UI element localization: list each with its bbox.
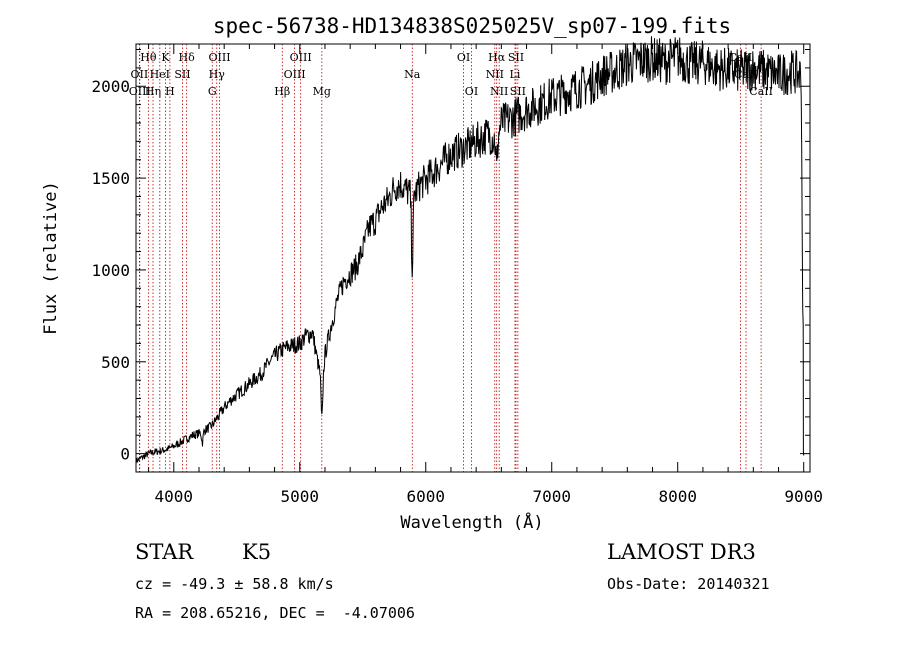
x-axis: 4000 5000 6000 7000 8000 9000 [148,44,823,506]
line-label: SII [174,68,190,81]
line-label: OIII [284,68,306,81]
line-label: Hη [145,85,161,98]
y-tick-label: 0 [120,445,130,464]
x-tick-label: 4000 [155,487,194,506]
line-label: SII [508,51,524,64]
line-labels: Hθ OII OIII K HeI Hη H SII Hδ OIII Hγ G Hβ OIII OIII Mg… [129,51,773,98]
object-class: STAR [135,540,194,564]
y-axis-label: Flux (relative) [41,181,61,335]
line-label: H [165,85,175,98]
y-tick-label: 1500 [91,169,130,188]
x-tick-label: 9000 [784,487,823,506]
line-label: Hθ [140,51,157,64]
chart-title: spec-56738-HD134838S025025V_sp07-199.fit… [213,14,731,38]
line-label: OII [131,68,149,81]
line-label: NII [486,68,504,81]
redshift-readout: cz = -49.3 ± 58.8 km/s [135,575,334,593]
line-label: G [208,85,217,98]
y-tick-label: 1000 [91,261,130,280]
subclass: K5 [242,540,272,564]
line-label: Hγ [209,68,226,81]
line-label: CaII [749,85,773,98]
y-tick-label: 500 [101,353,130,372]
line-label: K [161,51,170,64]
spectrum-series [135,36,805,465]
line-label: Hα [488,51,506,64]
line-label: OI [465,85,478,98]
x-tick-label: 8000 [658,487,697,506]
plot-frame [135,43,811,473]
x-tick-label: 5000 [281,487,320,506]
line-label: Mg [313,85,331,98]
line-label: Hδ [179,51,196,64]
line-label: Li [510,68,521,81]
y-axis: 0 500 1000 1500 2000 [91,49,810,473]
line-label: OI [457,51,470,64]
line-label: OIII [208,51,230,64]
line-label: HeI [150,68,170,81]
line-label: NII [490,85,508,98]
coordinates: RA = 208.65216, DEC = -4.07006 [135,604,415,622]
line-label: Hβ [274,85,290,98]
line-label: Na [404,68,421,81]
x-axis-label: Wavelength (Å) [400,511,543,533]
line-label: OIII [290,51,312,64]
line-markers [139,44,762,472]
x-tick-label: 6000 [406,487,445,506]
survey-name: LAMOST DR3 [607,540,756,564]
y-tick-label: 2000 [91,77,130,96]
line-label: OIII [129,85,151,98]
x-tick-label: 7000 [532,487,571,506]
obs-date: Obs-Date: 20140321 [607,575,770,593]
line-label: SII [510,85,526,98]
